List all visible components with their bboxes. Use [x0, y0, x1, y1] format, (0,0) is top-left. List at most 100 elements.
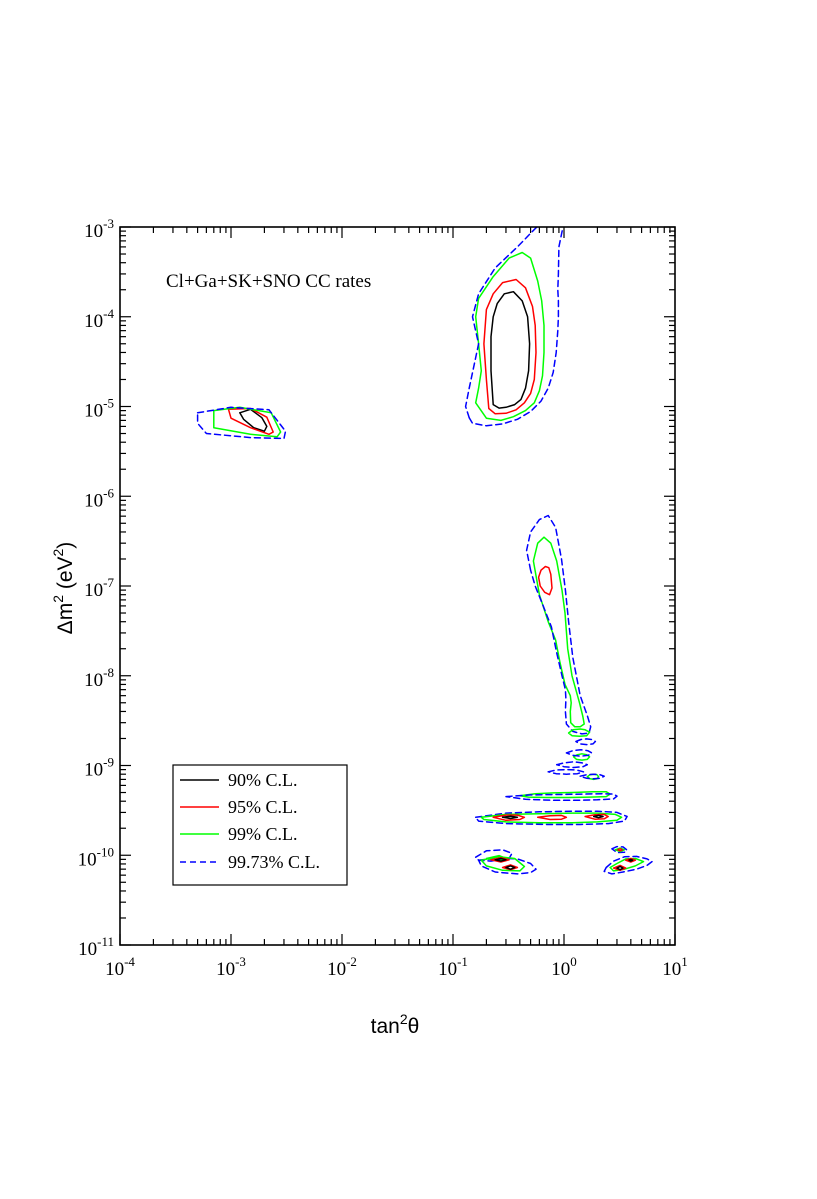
y-tick-label: 10-8: [84, 665, 114, 691]
contour-9973: [525, 514, 592, 735]
y-axis-title-mid: (eV: [54, 556, 77, 595]
legend: 90% C.L. 95% C.L. 99% C.L. 99.73% C.L.: [172, 764, 348, 886]
y-axis-title-pre: Δm: [54, 603, 77, 635]
x-tick-label: 10-1: [438, 954, 468, 980]
contour-9973: [464, 226, 538, 419]
y-axis-title-sup1: 2: [50, 595, 66, 603]
y-tick-label: 10-9: [84, 755, 114, 781]
y-tick-label-base: 10: [84, 760, 103, 781]
contour-9973: [575, 738, 597, 746]
legend-label-95: 95% C.L.: [228, 797, 298, 817]
x-axis-title-sup: 2: [400, 1011, 408, 1027]
y-tick-label-exp: -10: [97, 844, 114, 859]
contour-99: [474, 251, 545, 422]
x-tick-label-base: 10: [216, 959, 235, 980]
contour-9973: [196, 406, 287, 440]
contour-99: [532, 536, 585, 728]
y-tick-label-exp: -9: [103, 755, 114, 770]
y-tick-label-exp: -7: [103, 575, 114, 590]
x-tick-label-exp: -2: [346, 954, 357, 969]
legend-box: [172, 764, 348, 886]
contour-9973: [477, 857, 537, 875]
x-axis-title: tan2θ: [371, 1011, 420, 1038]
contour-95: [492, 814, 526, 822]
y-tick-label-exp: -8: [103, 665, 114, 680]
x-tick-label: 10-3: [216, 954, 246, 980]
contour-99: [572, 753, 591, 761]
contour-95: [490, 856, 510, 863]
x-axis-title-tail: θ: [408, 1015, 420, 1038]
contour-99: [567, 728, 591, 737]
contour-9973: [468, 226, 564, 427]
contour-90: [501, 815, 519, 820]
y-tick-label-base: 10: [84, 311, 103, 332]
x-tick-label-exp: -4: [124, 954, 135, 969]
contour-95: [617, 848, 624, 852]
legend-label-99: 99% C.L.: [228, 824, 298, 844]
x-tick-label-base: 10: [662, 959, 681, 980]
contour-95: [612, 864, 627, 872]
contour-90: [616, 865, 624, 871]
y-tick-label-base: 10: [84, 401, 103, 422]
y-tick-label: 10-4: [84, 306, 114, 332]
contour-90: [628, 858, 634, 862]
y-tick-label: 10-6: [84, 485, 114, 511]
y-axis-title-sup2: 2: [50, 548, 66, 556]
x-tick-label-base: 10: [105, 959, 124, 980]
y-tick-label: 10-5: [84, 396, 114, 422]
contour-99: [480, 812, 623, 824]
plot-annotation: Cl+Ga+SK+SNO CC rates: [166, 271, 371, 292]
y-tick-label-base: 10: [84, 580, 103, 601]
y-tick-label: 10-7: [84, 575, 114, 601]
y-tick-label-base: 10: [78, 939, 97, 960]
x-tick-label-exp: 0: [570, 954, 577, 969]
contour-95: [584, 813, 609, 820]
y-tick-label-exp: -4: [103, 306, 114, 321]
axis-ticks: [119, 226, 676, 946]
contour-9973: [547, 768, 585, 775]
contour-99: [609, 857, 645, 872]
x-tick-label-exp: -3: [235, 954, 246, 969]
plot-frame: [119, 226, 676, 946]
y-tick-label: 10-10: [78, 844, 114, 870]
y-axis-title-post: ): [54, 542, 77, 549]
contour-95: [624, 857, 637, 863]
contour-90: [592, 814, 604, 819]
y-tick-label-base: 10: [78, 849, 97, 870]
x-axis-title-base: tan: [371, 1015, 400, 1038]
y-tick-label-base: 10: [84, 670, 103, 691]
x-tick-label-exp: 1: [681, 954, 688, 969]
y-tick-label-exp: -3: [103, 216, 114, 231]
x-tick-labels: 10-4 10-3 10-2 10-1 100 101: [105, 954, 688, 980]
x-tick-label: 10-4: [105, 954, 135, 980]
x-tick-label-base: 10: [327, 959, 346, 980]
contour-9973: [611, 845, 628, 854]
y-tick-label-exp: -5: [103, 396, 114, 411]
y-axis-title: Δm2 (eV2): [50, 542, 77, 635]
y-tick-label: 10-3: [84, 216, 114, 242]
y-tick-label-exp: -6: [103, 485, 114, 500]
contour-9973: [505, 792, 618, 802]
x-tick-label-base: 10: [438, 959, 457, 980]
contour-99: [519, 790, 611, 799]
contour-9973: [555, 761, 589, 769]
legend-label-90: 90% C.L.: [228, 770, 298, 790]
contour-90: [239, 408, 268, 432]
contour-9973: [565, 748, 593, 757]
x-tick-label-base: 10: [551, 959, 570, 980]
contour-90: [494, 857, 507, 862]
contour-9973: [603, 855, 653, 875]
contour-95: [483, 278, 537, 415]
contour-90: [505, 865, 516, 870]
legend-label-9973: 99.73% C.L.: [228, 852, 320, 872]
contour-9973: [474, 810, 628, 826]
x-tick-label-exp: -1: [457, 954, 468, 969]
x-tick-label: 10-2: [327, 954, 357, 980]
contour-99: [213, 406, 282, 438]
contour-95: [536, 814, 568, 821]
y-tick-label-exp: -11: [97, 934, 114, 949]
x-tick-label: 101: [662, 954, 688, 980]
contour-regions: [196, 226, 653, 875]
